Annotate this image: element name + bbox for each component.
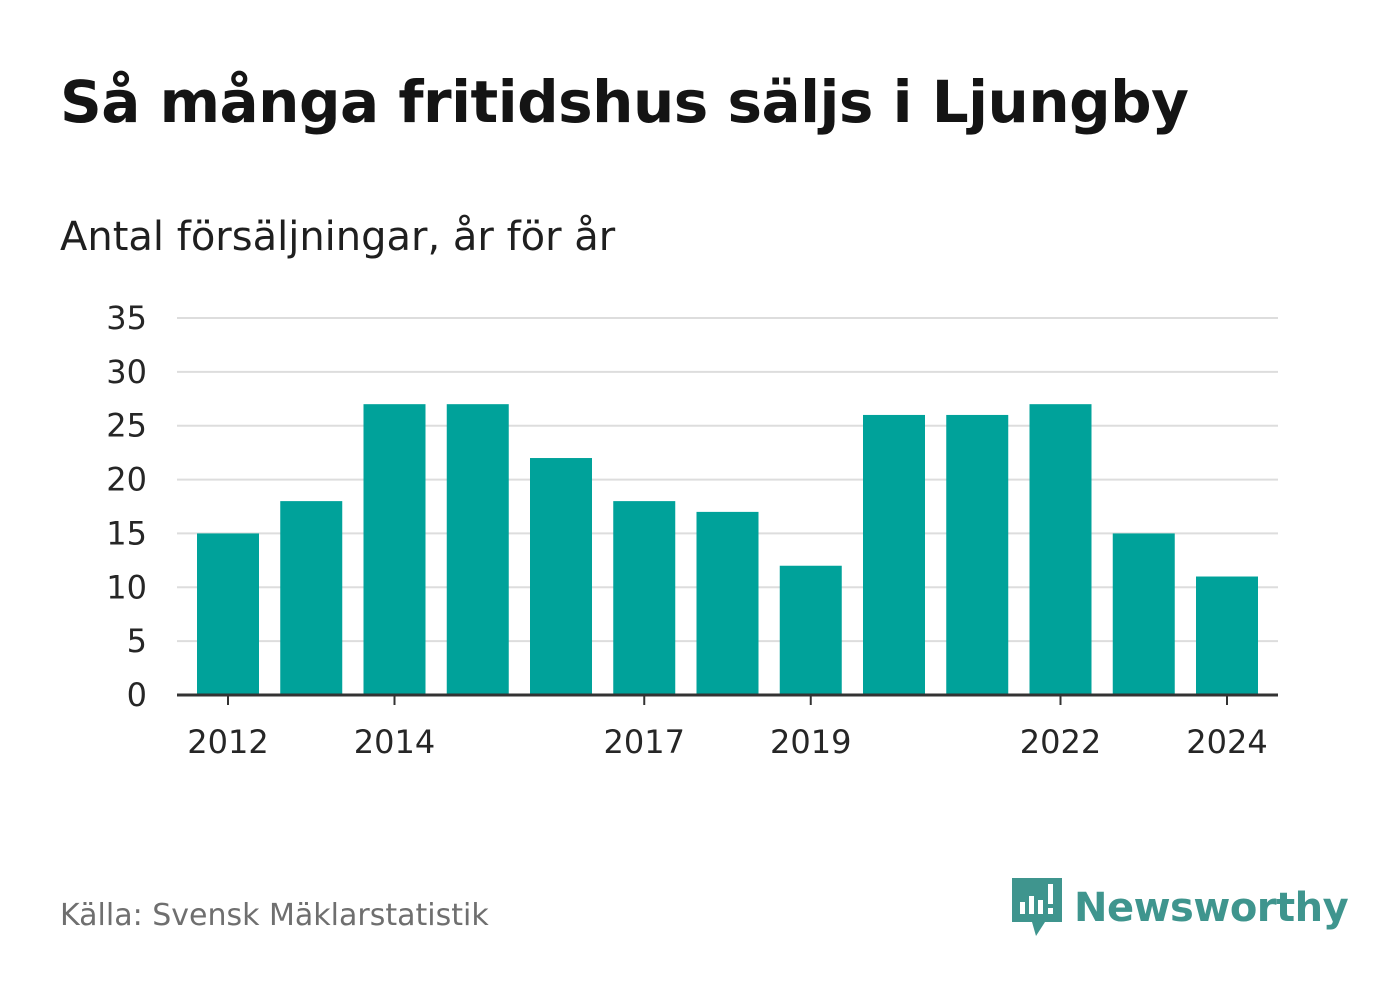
bar bbox=[363, 404, 426, 695]
bar bbox=[613, 501, 676, 695]
y-tick-label: 15 bbox=[106, 514, 147, 552]
bar bbox=[696, 511, 759, 695]
bars bbox=[197, 404, 1258, 695]
newsworthy-logo: Newsworthy bbox=[1012, 878, 1349, 938]
bar bbox=[197, 533, 259, 695]
source-note: Källa: Svensk Mäklarstatistik bbox=[60, 898, 489, 933]
bar bbox=[1196, 576, 1258, 695]
bar bbox=[779, 565, 842, 695]
brand-name: Newsworthy bbox=[1074, 885, 1349, 931]
chart-title: Så många fritidshus säljs i Ljungby bbox=[60, 68, 1189, 136]
bar bbox=[446, 404, 509, 695]
y-tick-label: 30 bbox=[106, 353, 147, 391]
x-tick-label: 2017 bbox=[604, 723, 685, 761]
x-tick-label: 2022 bbox=[1020, 723, 1101, 761]
chart-subtitle: Antal försäljningar, år för år bbox=[60, 214, 616, 260]
x-tick-label: 2019 bbox=[770, 723, 851, 761]
x-tick-label: 2014 bbox=[354, 723, 435, 761]
newsworthy-logo-icon bbox=[1012, 878, 1062, 936]
x-axis: 2012 2014 2017 2019 2022 2024 bbox=[177, 693, 1278, 761]
bar bbox=[1029, 404, 1092, 695]
y-tick-label: 20 bbox=[106, 461, 147, 499]
y-tick-label: 25 bbox=[106, 407, 147, 445]
bar bbox=[1112, 533, 1175, 695]
bar bbox=[863, 414, 925, 695]
x-tick-label: 2024 bbox=[1186, 723, 1267, 761]
y-tick-label: 35 bbox=[106, 299, 147, 337]
bar bbox=[946, 414, 1009, 695]
bar bbox=[530, 458, 592, 695]
bar bbox=[280, 501, 343, 695]
y-tick-label: 5 bbox=[127, 622, 147, 660]
bar-chart: 0 5 10 15 20 25 30 35 2012 2014 2017 2019 2022 2024 bbox=[106, 299, 1278, 761]
y-axis-labels: 0 5 10 15 20 25 30 35 bbox=[106, 299, 147, 714]
y-tick-label: 0 bbox=[127, 676, 147, 714]
x-tick-label: 2012 bbox=[187, 723, 268, 761]
y-tick-label: 10 bbox=[106, 568, 147, 606]
